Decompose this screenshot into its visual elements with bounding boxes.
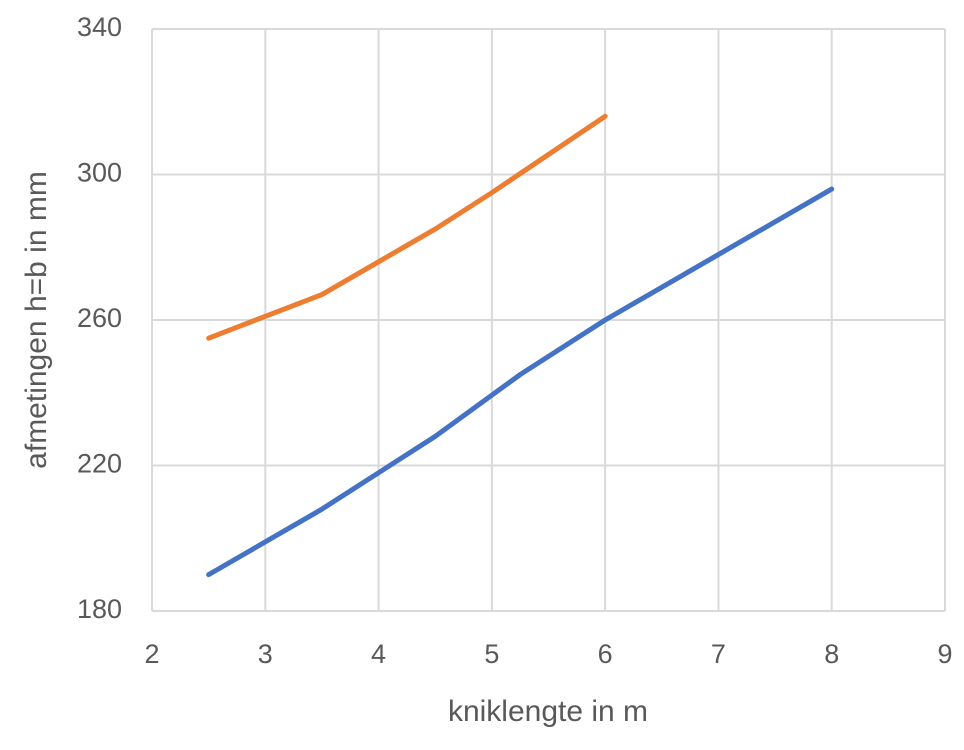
y-tick-label: 340	[77, 12, 122, 42]
x-tick-label: 7	[711, 639, 726, 669]
x-tick-label: 9	[937, 639, 952, 669]
x-axis-title: kniklengte in m	[448, 695, 648, 728]
series-line	[206, 186, 835, 578]
y-tick-label: 220	[77, 449, 122, 479]
x-tick-label: 8	[824, 639, 839, 669]
x-tick-label: 2	[144, 639, 159, 669]
x-tick-label: 5	[484, 639, 499, 669]
y-tick-label: 300	[77, 158, 122, 188]
y-tick-label: 180	[77, 594, 122, 624]
y-axis-title: afmetingen h=b in mm	[20, 171, 53, 469]
y-tick-label: 260	[77, 303, 122, 333]
x-tick-label: 4	[371, 639, 386, 669]
x-tick-label: 3	[258, 639, 273, 669]
x-tick-label: 6	[598, 639, 613, 669]
series-line	[206, 113, 608, 341]
